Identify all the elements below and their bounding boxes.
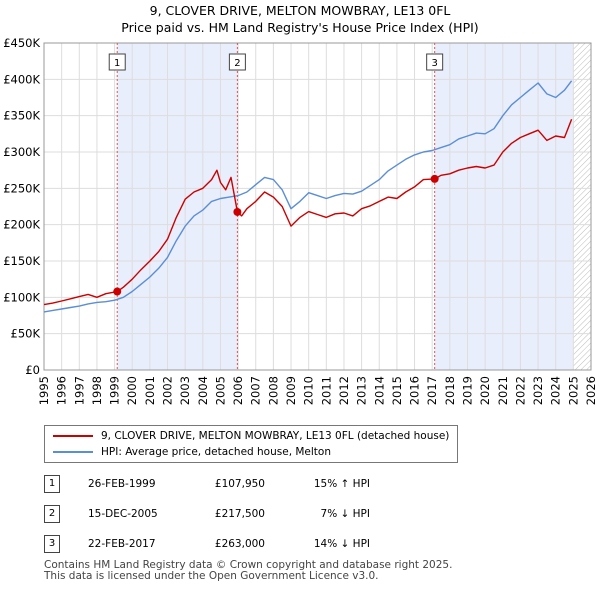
shade-period-3 [434, 43, 574, 370]
sale-price: £107,950 [214, 478, 265, 490]
x-tick-label: 2000 [125, 376, 139, 405]
y-tick-label: £50K [11, 327, 41, 341]
x-tick-label: 2019 [460, 376, 474, 405]
x-tick-label: 2015 [390, 376, 404, 405]
future-hatch-region [573, 43, 591, 370]
sale-hpi-change: 15% ↑ HPI [313, 478, 370, 490]
x-tick-label: 2020 [478, 376, 492, 405]
legend-label-price-paid: 9, CLOVER DRIVE, MELTON MOWBRAY, LE13 0F… [101, 430, 450, 442]
y-tick-label: £250K [3, 181, 40, 195]
sale-marker-box [228, 53, 246, 71]
x-tick-label: 2012 [337, 376, 351, 405]
x-tick-label: 2013 [355, 376, 369, 405]
sale-number-badge: 2 [44, 505, 60, 523]
x-tick-label: 2005 [213, 376, 227, 405]
x-tick-label: 2014 [372, 376, 386, 405]
legend-item-price-paid: 9, CLOVER DRIVE, MELTON MOWBRAY, LE13 0F… [53, 429, 449, 443]
sale-date: 26-FEB-1999 [88, 478, 156, 490]
legend-swatch-price-paid [53, 435, 93, 437]
x-tick-label: 2018 [443, 376, 457, 405]
sale-point [113, 287, 122, 296]
x-tick-label: 2026 [584, 376, 598, 405]
sale-row: 3 22-FEB-2017 £263,000 14% ↓ HPI [0, 535, 600, 555]
y-tick-label: £0 [25, 363, 40, 377]
price-chart: £0 £50K £100K £150K £200K £250K £300K £350K £400… [3, 36, 598, 405]
chart-legend: 9, CLOVER DRIVE, MELTON MOWBRAY, LE13 0F… [44, 425, 458, 463]
sale-marker-box [426, 53, 444, 71]
x-tick-label: 1996 [55, 376, 69, 405]
x-tick-label: 2025 [566, 376, 580, 405]
legend-swatch-hpi [53, 451, 93, 453]
x-tick-label: 2007 [249, 376, 263, 405]
x-tick-label: 1997 [72, 376, 86, 405]
x-tick-label: 2006 [231, 376, 245, 405]
sale-row: 2 15-DEC-2005 £217,500 7% ↓ HPI [0, 505, 600, 525]
x-tick-label: 2024 [549, 376, 563, 405]
y-tick-label: £350K [3, 109, 40, 123]
sale-number-badge: 3 [44, 535, 60, 553]
y-tick-label: £450K [3, 36, 40, 50]
x-tick-label: 2003 [178, 376, 192, 405]
chart-subtitle: Price paid vs. HM Land Registry's House … [121, 20, 479, 35]
x-tick-label: 2010 [302, 376, 316, 405]
sale-marker-box [108, 53, 126, 71]
sale-row: 1 26-FEB-1999 £107,950 15% ↑ HPI [0, 475, 600, 495]
y-tick-label: £100K [3, 290, 40, 304]
plot-border [43, 42, 592, 371]
x-tick-label: 2022 [513, 376, 527, 405]
sale-date: 15-DEC-2005 [88, 508, 158, 520]
sale-marker-label: 3 [431, 58, 437, 69]
x-tick-label: 2023 [531, 376, 545, 405]
y-tick-label: £150K [3, 254, 40, 268]
x-tick-label: 1998 [90, 376, 104, 405]
sale-price: £263,000 [214, 538, 265, 550]
y-tick-label: £300K [3, 145, 40, 159]
y-tick-label: £200K [3, 218, 40, 232]
y-tick-label: £400K [3, 72, 40, 86]
sale-hpi-change: 7% ↓ HPI [320, 508, 370, 520]
hpi-line [43, 80, 573, 313]
legend-label-hpi: HPI: Average price, detached house, Melt… [101, 446, 332, 458]
footer-line-copyright: Contains HM Land Registry data © Crown c… [44, 559, 453, 571]
chart-title: 9, CLOVER DRIVE, MELTON MOWBRAY, LE13 0F… [149, 3, 451, 18]
x-tick-label: 2008 [266, 376, 280, 405]
sale-price: £217,500 [214, 508, 265, 520]
sale-point [233, 207, 242, 216]
sale-point [430, 174, 439, 183]
x-tick-label: 1999 [108, 376, 122, 405]
x-tick-label: 1995 [37, 376, 51, 405]
sale-hpi-change: 14% ↓ HPI [313, 538, 370, 550]
sale-marker-label: 2 [234, 58, 240, 69]
x-tick-label: 2009 [284, 376, 298, 405]
shade-period-1 [117, 43, 238, 370]
x-tick-label: 2002 [161, 376, 175, 405]
x-tick-label: 2021 [496, 376, 510, 405]
x-tick-label: 2001 [143, 376, 157, 405]
price-paid-line [43, 119, 573, 306]
x-tick-label: 2016 [408, 376, 422, 405]
sale-marker-label: 1 [114, 58, 120, 69]
x-tick-label: 2011 [319, 376, 333, 405]
footer-line-licence: This data is licensed under the Open Gov… [44, 570, 379, 582]
sale-number-badge: 1 [44, 475, 60, 493]
legend-item-hpi: HPI: Average price, detached house, Melt… [53, 445, 331, 459]
sale-date: 22-FEB-2017 [88, 538, 156, 550]
footer-attribution: Contains HM Land Registry data © Crown c… [44, 560, 452, 582]
x-tick-label: 2017 [425, 376, 439, 405]
x-tick-label: 2004 [196, 376, 210, 405]
